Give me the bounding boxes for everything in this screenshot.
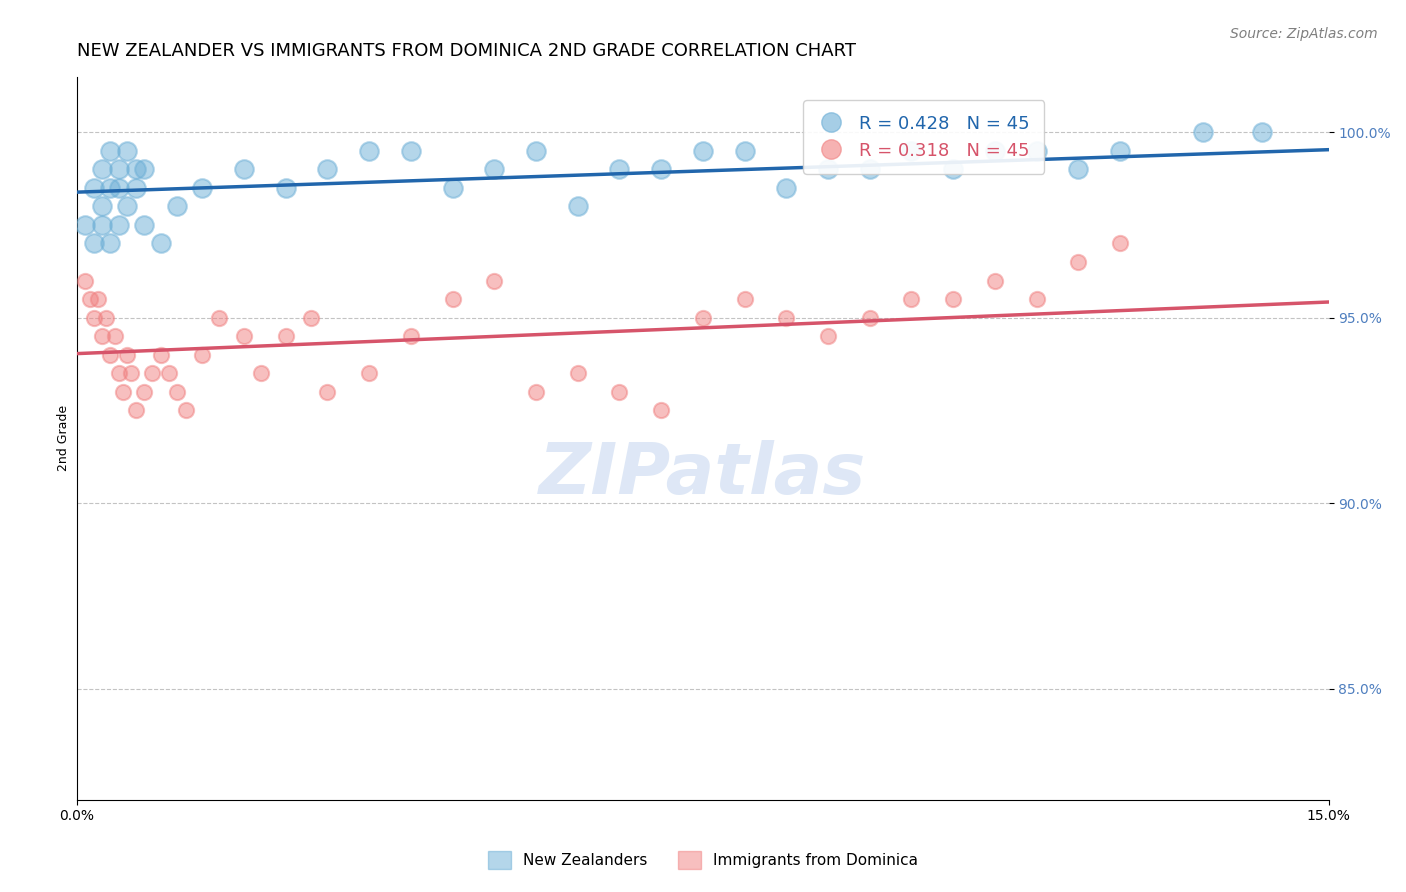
Point [1067, 255, 1090, 269]
Point [775, 310, 797, 325]
Point [100, 348, 122, 362]
Point [1025, 144, 1047, 158]
Text: Source: ZipAtlas.com: Source: ZipAtlas.com [1230, 27, 1378, 41]
Point [249, 366, 271, 380]
Point [817, 329, 839, 343]
Point [399, 329, 422, 343]
Point [859, 310, 882, 325]
Point [174, 403, 197, 417]
Point [124, 181, 146, 195]
Point [115, 199, 138, 213]
Point [100, 144, 122, 158]
Point [104, 329, 127, 343]
Point [157, 366, 180, 380]
Point [609, 162, 631, 177]
Point [1067, 162, 1090, 177]
Point [859, 162, 882, 177]
Point [108, 218, 131, 232]
Point [83, 236, 105, 251]
Point [399, 144, 422, 158]
Point [900, 292, 922, 306]
Point [817, 162, 839, 177]
Point [100, 236, 122, 251]
Point [91, 218, 114, 232]
Text: NEW ZEALANDER VS IMMIGRANTS FROM DOMINICA 2ND GRADE CORRELATION CHART: NEW ZEALANDER VS IMMIGRANTS FROM DOMINIC… [77, 42, 856, 60]
Y-axis label: 2nd Grade: 2nd Grade [58, 405, 70, 471]
Point [734, 144, 756, 158]
Point [984, 274, 1007, 288]
Point [775, 181, 797, 195]
Point [91, 329, 114, 343]
Point [650, 403, 672, 417]
Point [484, 162, 506, 177]
Point [75, 218, 97, 232]
Point [115, 348, 138, 362]
Point [132, 384, 155, 399]
Point [984, 144, 1007, 158]
Point [108, 366, 131, 380]
Point [1251, 125, 1274, 139]
Point [115, 144, 138, 158]
Point [149, 236, 172, 251]
Point [359, 366, 381, 380]
Point [124, 162, 146, 177]
Point [87, 292, 110, 306]
Point [1109, 236, 1132, 251]
Point [132, 162, 155, 177]
Point [91, 199, 114, 213]
Point [166, 199, 188, 213]
Point [111, 384, 134, 399]
Point [132, 218, 155, 232]
Point [524, 384, 547, 399]
Point [299, 310, 322, 325]
Point [316, 162, 339, 177]
Point [124, 403, 146, 417]
Point [316, 384, 339, 399]
Point [208, 310, 231, 325]
Point [141, 366, 163, 380]
Point [100, 181, 122, 195]
Point [233, 329, 256, 343]
Point [96, 310, 118, 325]
Point [609, 384, 631, 399]
Point [191, 348, 214, 362]
Point [359, 144, 381, 158]
Point [900, 144, 922, 158]
Point [1109, 144, 1132, 158]
Point [149, 348, 172, 362]
Legend: New Zealanders, Immigrants from Dominica: New Zealanders, Immigrants from Dominica [482, 845, 924, 875]
Point [441, 181, 464, 195]
Point [650, 162, 672, 177]
Point [484, 274, 506, 288]
Point [692, 310, 714, 325]
Point [567, 199, 589, 213]
Point [83, 181, 105, 195]
Point [108, 181, 131, 195]
Point [567, 366, 589, 380]
Point [734, 292, 756, 306]
Point [233, 162, 256, 177]
Point [274, 181, 297, 195]
Point [75, 274, 97, 288]
Point [1192, 125, 1215, 139]
Point [441, 292, 464, 306]
Point [120, 366, 142, 380]
Point [108, 162, 131, 177]
Text: ZIPatlas: ZIPatlas [540, 440, 866, 508]
Point [942, 292, 965, 306]
Point [91, 162, 114, 177]
Point [191, 181, 214, 195]
Point [274, 329, 297, 343]
Point [524, 144, 547, 158]
Point [83, 310, 105, 325]
Point [692, 144, 714, 158]
Point [79, 292, 101, 306]
Point [166, 384, 188, 399]
Point [942, 162, 965, 177]
Point [1025, 292, 1047, 306]
Legend: R = 0.428   N = 45, R = 0.318   N = 45: R = 0.428 N = 45, R = 0.318 N = 45 [803, 100, 1045, 174]
